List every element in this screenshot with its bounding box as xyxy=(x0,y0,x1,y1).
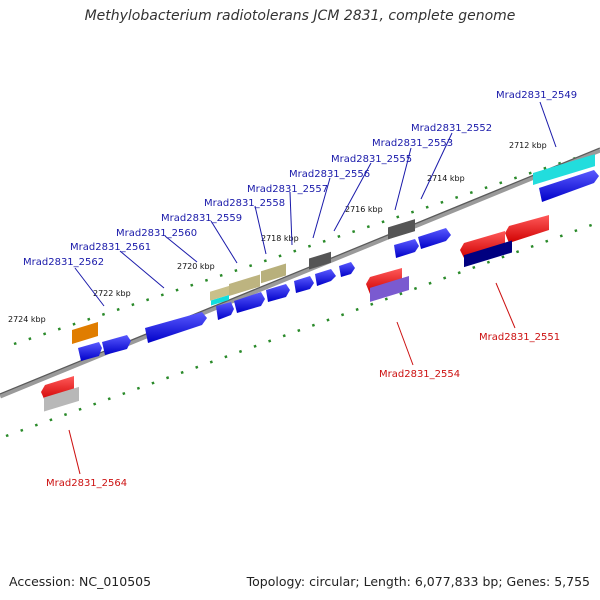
gene-2559-feature xyxy=(210,285,230,301)
gene-2553-feature xyxy=(388,219,415,240)
gene-2558-feature xyxy=(229,274,260,296)
gene-2556-feature xyxy=(309,251,331,270)
gene-2557-feature xyxy=(261,263,286,284)
gene-label: Mrad2831_2558 xyxy=(204,198,285,209)
scale-tick-label: 2712 kbp xyxy=(509,141,547,150)
scale-tick-label: 2722 kbp xyxy=(93,289,131,298)
scale-ticks: 2724 kbp 2722 kbp 2720 kbp 2718 kbp 2716… xyxy=(8,141,547,324)
gene-label: Mrad2831_2556 xyxy=(289,169,370,180)
gene-2559-cyan xyxy=(211,294,229,306)
gene-label: Mrad2831_2553 xyxy=(372,138,453,149)
scale-tick-label: 2724 kbp xyxy=(8,315,46,324)
gene-2556a xyxy=(294,276,314,293)
gene-label: Mrad2831_2555 xyxy=(331,154,412,165)
scale-tick-label: 2714 kbp xyxy=(427,174,465,183)
gene-2559 xyxy=(216,302,234,320)
gene-2551a xyxy=(460,231,505,258)
gene-2555 xyxy=(339,262,355,277)
gene-2556b xyxy=(315,269,336,286)
scale-tick-label: 2720 kbp xyxy=(177,262,215,271)
gene-label: Mrad2831_2552 xyxy=(411,123,492,134)
gene-2551-feature xyxy=(464,240,512,268)
gene-labels-lower: Mrad2831_2564 Mrad2831_2554 Mrad2831_255… xyxy=(46,332,560,489)
gene-label: Mrad2831_2549 xyxy=(496,90,577,101)
gene-2557 xyxy=(266,284,290,302)
gene-label: Mrad2831_2554 xyxy=(379,369,460,380)
scale-tick-label: 2716 kbp xyxy=(345,205,383,214)
gene-2562-feature xyxy=(72,322,98,344)
gene-2549 xyxy=(539,170,599,202)
gene-2554-feature xyxy=(370,275,409,302)
genes-lower-track xyxy=(41,215,549,412)
genes-upper-track xyxy=(72,154,599,361)
gene-2564 xyxy=(41,376,74,401)
gene-2549-feature xyxy=(533,154,595,186)
gene-2551b xyxy=(505,215,549,243)
gene-2564-feature xyxy=(44,386,79,412)
gene-label: Mrad2831_2559 xyxy=(161,213,242,224)
gene-label: Mrad2831_2560 xyxy=(116,228,197,239)
topology-text: Topology: circular; Length: 6,077,833 bp… xyxy=(246,574,590,589)
gene-labels-upper: Mrad2831_2562 Mrad2831_2561 Mrad2831_256… xyxy=(23,90,577,268)
scale-tick-label: 2718 kbp xyxy=(261,234,299,243)
gene-label: Mrad2831_2562 xyxy=(23,257,104,268)
gene-label: Mrad2831_2561 xyxy=(70,242,151,253)
gene-2553 xyxy=(394,239,419,258)
genome-title: Methylobacterium radiotolerans JCM 2831,… xyxy=(84,8,516,24)
gene-label: Mrad2831_2551 xyxy=(479,332,560,343)
gene-2558 xyxy=(234,292,265,313)
accession-text: Accession: NC_010505 xyxy=(9,574,152,589)
gene-2561 xyxy=(102,335,131,355)
gene-2552 xyxy=(418,228,451,249)
gene-2560 xyxy=(145,312,207,343)
leader-lines xyxy=(68,101,557,475)
gene-2562 xyxy=(78,342,102,361)
gene-label: Mrad2831_2557 xyxy=(247,184,328,195)
gene-label: Mrad2831_2564 xyxy=(46,478,127,489)
